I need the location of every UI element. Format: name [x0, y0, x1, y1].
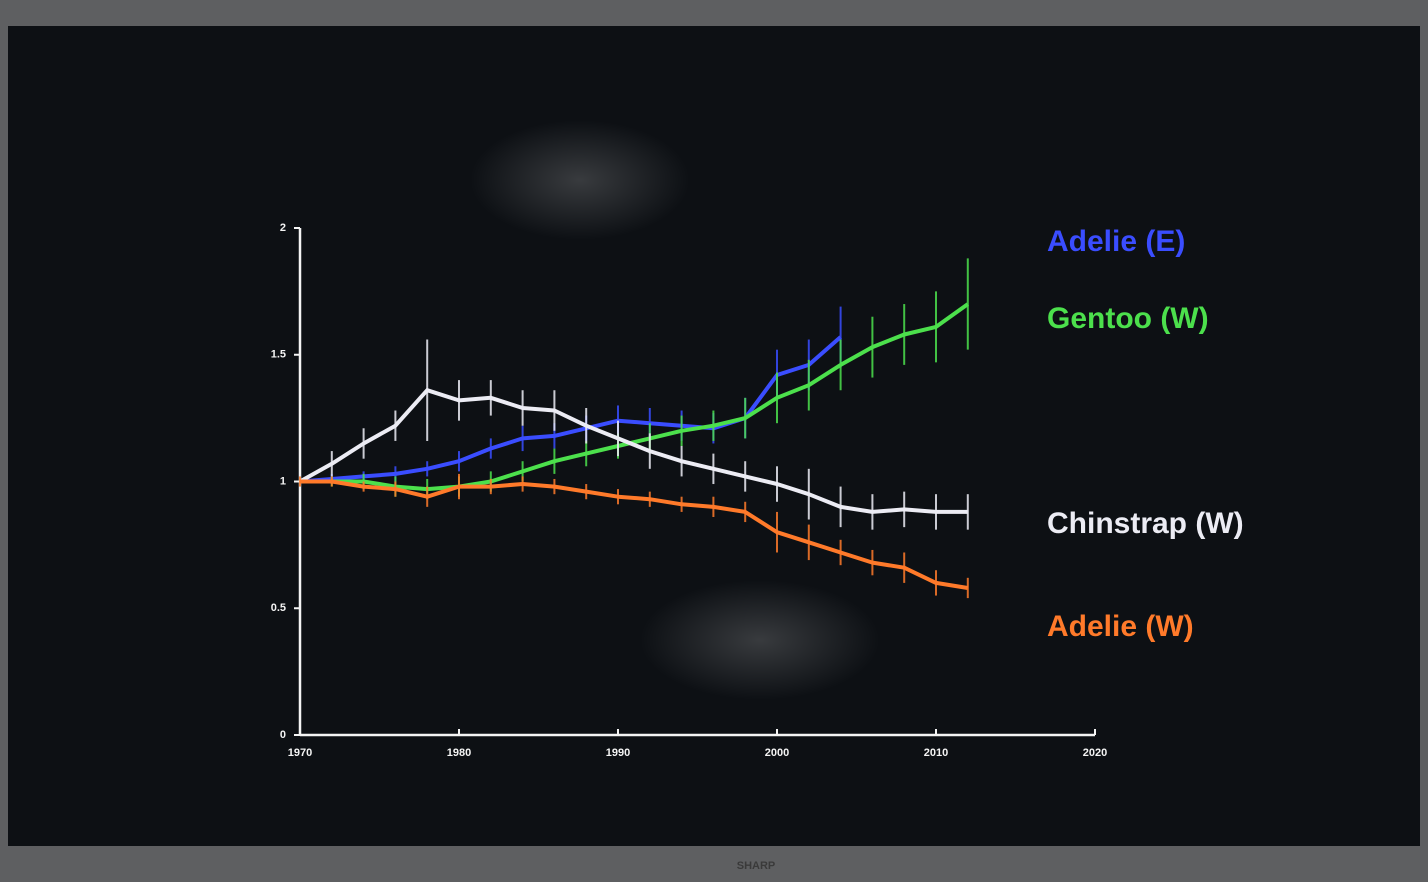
series-line	[299, 335, 842, 484]
y-tick-label: 0	[280, 729, 286, 741]
legend-label: Gentoo (W)	[1047, 302, 1209, 335]
legend-label: Chinstrap (W)	[1047, 507, 1244, 540]
series-line	[300, 302, 969, 492]
y-tick-label: 1.5	[271, 349, 286, 361]
legend-label: Adelie (E)	[1047, 225, 1185, 258]
series-line	[299, 388, 968, 514]
legend-label: Adelie (W)	[1047, 610, 1194, 643]
y-tick-label: 0.5	[271, 602, 286, 614]
screen-glare	[640, 580, 880, 700]
chart: 0 0.5 1 1.5 2 1970 1980 1990 2000 2010 2020 Adelie …	[271, 222, 1244, 759]
x-tick-label: 2000	[765, 747, 789, 759]
x-tick-label: 2010	[924, 747, 948, 759]
screen-glare	[470, 120, 690, 240]
x-tick-label: 1970	[288, 747, 312, 759]
y-tick-label: 2	[280, 222, 286, 234]
x-tick-label: 1980	[447, 747, 471, 759]
x-tick-label: 2020	[1083, 747, 1107, 759]
series-line	[300, 479, 969, 590]
tv-brand: SHARP	[737, 860, 776, 872]
y-tick-label: 1	[280, 475, 286, 487]
x-tick-label: 1990	[606, 747, 630, 759]
